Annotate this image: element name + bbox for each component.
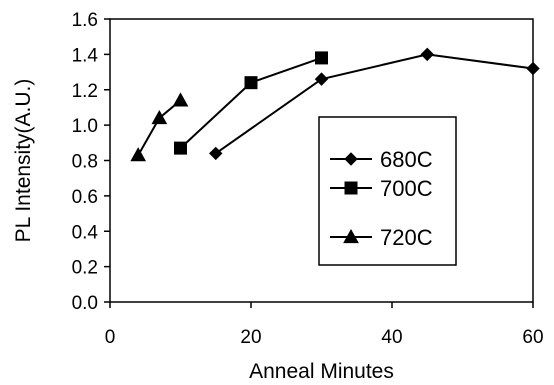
legend: 680C 700C 720C: [319, 117, 456, 265]
x-tick-label: 20: [240, 327, 261, 348]
data-point: [316, 52, 328, 64]
x-tick-label: 60: [522, 327, 543, 348]
legend-label: 680C: [380, 147, 433, 172]
x-tick-label: 0: [105, 327, 116, 348]
y-tick-label: 0.0: [72, 293, 98, 314]
y-tick-label: 0.8: [72, 152, 98, 173]
data-point: [316, 73, 328, 85]
data-point: [131, 148, 145, 161]
data-point: [174, 93, 188, 106]
legend-label: 720C: [380, 225, 433, 250]
y-axis-title: PL Intensity(A.U.): [12, 79, 35, 243]
x-axis: 0 20 40 60: [105, 302, 544, 348]
legend-label: 700C: [380, 176, 433, 201]
series-700C: [175, 52, 328, 154]
y-tick-label: 1.6: [72, 10, 98, 31]
y-tick-label: 1.2: [72, 81, 98, 102]
y-tick-label: 0.4: [72, 222, 99, 243]
data-point: [175, 142, 187, 154]
y-axis: 0.0 0.2 0.4 0.6 0.8 1.0 1.2 1.4 1.6: [72, 10, 110, 314]
data-point: [421, 48, 433, 60]
legend-marker: [345, 182, 357, 194]
x-axis-title: Anneal Minutes: [249, 360, 394, 383]
y-tick-label: 0.2: [72, 258, 98, 279]
y-tick-label: 1.0: [72, 116, 98, 137]
data-point: [210, 147, 222, 159]
y-tick-label: 1.4: [72, 45, 99, 66]
series-line: [181, 58, 322, 148]
data-point: [245, 77, 257, 89]
x-tick-label: 40: [381, 327, 402, 348]
data-point: [527, 63, 539, 75]
y-tick-label: 0.6: [72, 187, 98, 208]
